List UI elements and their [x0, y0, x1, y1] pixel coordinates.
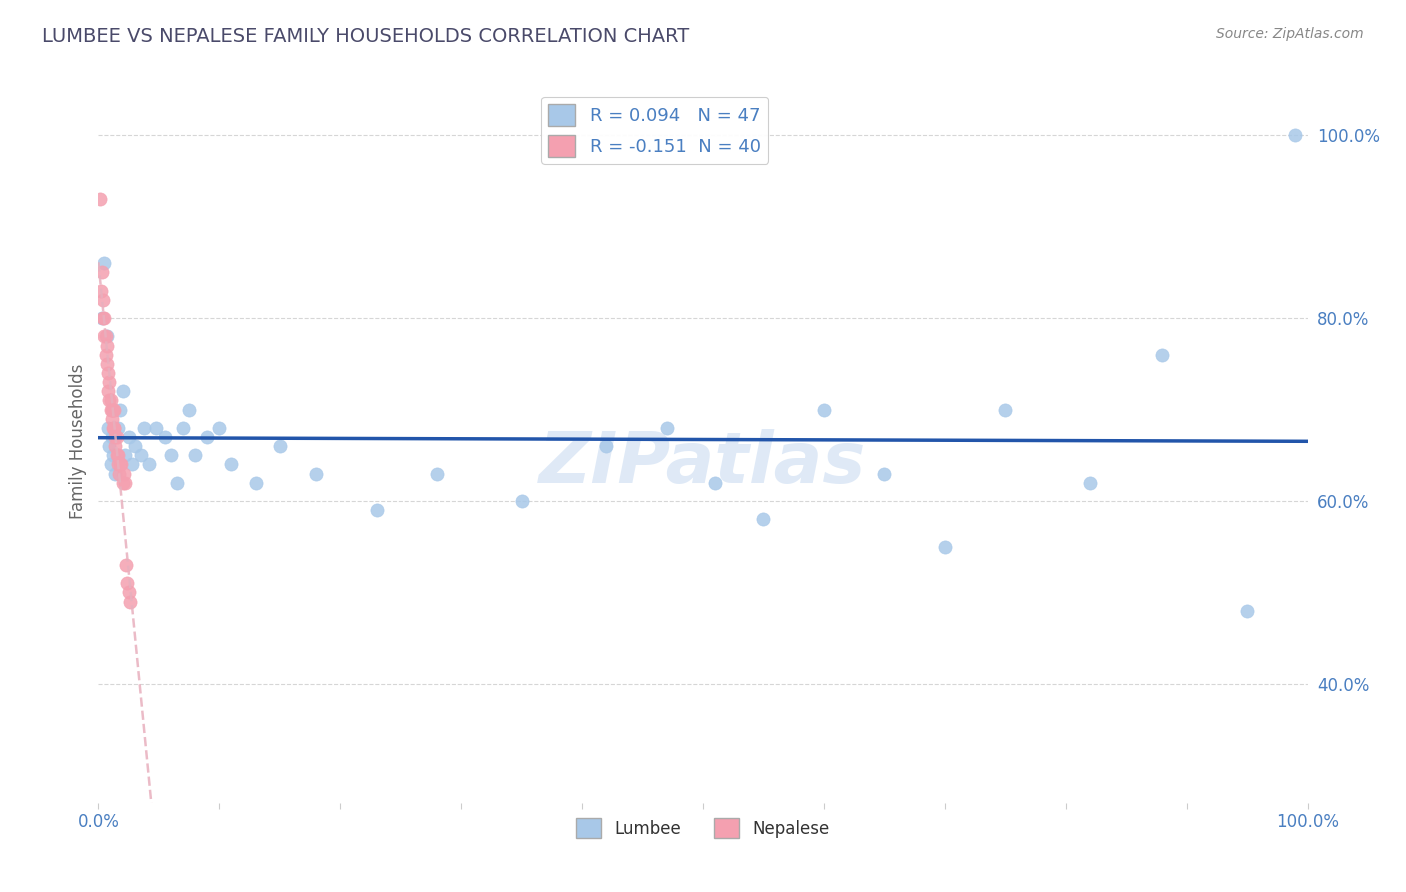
Point [101, 448, 124, 462]
Point [107, 448, 129, 462]
Point [91, 265, 114, 279]
Point [114, 448, 136, 462]
Point [108, 402, 131, 417]
Point [124, 439, 146, 453]
Point [1152, 348, 1174, 362]
Point [110, 458, 132, 472]
Point [1236, 604, 1258, 618]
Point [96, 338, 118, 352]
Point [104, 467, 127, 481]
Point [108, 458, 131, 472]
Text: Source: ZipAtlas.com: Source: ZipAtlas.com [1216, 27, 1364, 41]
Point [138, 458, 160, 472]
Point [96, 357, 118, 371]
Point [103, 421, 125, 435]
Point [813, 402, 835, 417]
Point [97, 366, 120, 380]
Point [184, 448, 207, 462]
Point [93, 311, 115, 326]
Point [91, 293, 114, 307]
Point [96, 329, 118, 343]
Point [89, 192, 111, 206]
Point [100, 458, 122, 472]
Point [90, 284, 112, 298]
Point [934, 540, 956, 554]
Point [704, 475, 727, 490]
Point [97, 384, 120, 399]
Point [104, 439, 127, 453]
Point [111, 384, 134, 399]
Text: LUMBEE VS NEPALESE FAMILY HOUSEHOLDS CORRELATION CHART: LUMBEE VS NEPALESE FAMILY HOUSEHOLDS COR… [42, 27, 689, 45]
Point [103, 402, 125, 417]
Point [305, 467, 328, 481]
Point [1078, 475, 1101, 490]
Point [153, 430, 176, 444]
Point [129, 448, 152, 462]
Point [91, 311, 114, 326]
Point [98, 393, 121, 408]
Point [98, 439, 121, 453]
Point [245, 475, 267, 490]
Point [117, 576, 139, 591]
Point [107, 458, 129, 472]
Point [112, 467, 135, 481]
Legend: Lumbee, Nepalese: Lumbee, Nepalese [569, 812, 837, 845]
Point [93, 256, 115, 270]
Point [269, 439, 291, 453]
Point [100, 393, 122, 408]
Point [101, 402, 124, 417]
Point [107, 421, 129, 435]
Point [366, 503, 388, 517]
Point [873, 467, 896, 481]
Point [100, 430, 122, 444]
Point [208, 421, 231, 435]
Point [118, 585, 141, 599]
Point [103, 421, 125, 435]
Point [111, 475, 134, 490]
Point [105, 430, 128, 444]
Point [94, 329, 117, 343]
Text: ZIPatlas: ZIPatlas [540, 429, 866, 498]
Point [115, 558, 138, 572]
Point [510, 494, 533, 508]
Point [172, 421, 194, 435]
Point [121, 458, 143, 472]
Point [655, 421, 678, 435]
Point [101, 421, 124, 435]
Point [118, 430, 141, 444]
Point [118, 594, 141, 608]
Point [100, 411, 122, 425]
Point [195, 430, 218, 444]
Point [104, 430, 127, 444]
Point [595, 439, 617, 453]
Point [100, 402, 122, 417]
Point [752, 512, 775, 526]
Point [100, 402, 122, 417]
Point [98, 375, 121, 389]
Point [94, 348, 117, 362]
Point [145, 421, 167, 435]
Point [134, 421, 156, 435]
Point [91, 311, 114, 326]
Point [108, 467, 131, 481]
Point [1284, 128, 1306, 143]
Point [426, 467, 449, 481]
Point [179, 402, 201, 417]
Point [93, 329, 115, 343]
Point [160, 448, 183, 462]
Y-axis label: Family Households: Family Households [69, 364, 87, 519]
Point [994, 402, 1017, 417]
Point [166, 475, 188, 490]
Point [105, 448, 128, 462]
Point [97, 421, 120, 435]
Point [114, 475, 136, 490]
Point [221, 458, 243, 472]
